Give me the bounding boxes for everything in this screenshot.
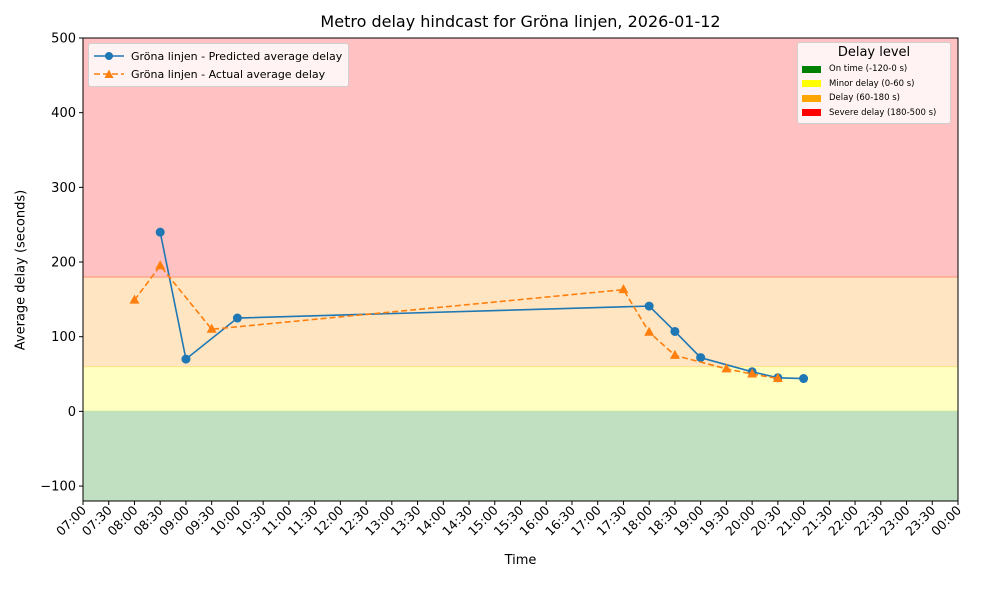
band-0 [83,411,958,501]
predicted-point-icon [181,354,191,364]
legend-item-severe-delay: Severe delay (180-500 s) [802,106,946,121]
actual-point-icon [772,373,783,383]
y-tick-label: 500 [51,32,76,47]
legend-item-actual: Gröna linjen - Actual average delay [93,65,342,83]
legend-item-predicted: Gröna linjen - Predicted average delay [93,47,342,65]
actual-point-icon [155,260,166,270]
predicted-point-icon [696,353,706,363]
delay-swatch-icon [802,94,821,102]
legend-label-severe-delay: Severe delay (180-500 s) [829,107,937,118]
y-tick-label: 100 [51,330,76,345]
predicted-point-icon [644,301,654,311]
x-tick-label: 00:00 [928,502,964,538]
actual-point-icon [206,323,217,333]
on-time-swatch-icon [802,65,821,73]
predicted-point-icon [155,227,165,237]
y-tick-label: 0 [68,405,76,420]
series-legend: Gröna linjen - Predicted average delay G… [88,43,350,87]
legend-label-predicted: Gröna linjen - Predicted average delay [131,49,343,63]
legend-item-minor-delay: Minor delay (0-60 s) [802,77,946,92]
band-2 [83,276,958,367]
x-axis-label: Time [504,553,537,568]
actual-line-icon [94,69,124,78]
severe-delay-swatch-icon [802,109,821,117]
actual-point-icon [129,294,140,304]
y-tick-label: 200 [51,256,76,271]
legend-item-on-time: On time (-120-0 s) [802,62,946,77]
predicted-point-icon [670,326,680,336]
legend-label-minor-delay: Minor delay (0-60 s) [829,78,915,89]
y-tick-label: 300 [51,181,76,196]
y-tick-label: −100 [40,480,76,495]
delay-level-legend: Delay level On time (-120-0 s) Minor del… [797,42,951,124]
actual-point-icon [747,368,758,378]
actual-point-icon [669,349,680,359]
legend-label-actual: Gröna linjen - Actual average delay [131,67,326,81]
predicted-point-icon [799,374,809,384]
actual-point-icon [644,326,655,336]
actual-point-icon [618,284,629,294]
band-1 [83,366,958,412]
actual-point-icon [721,363,732,373]
chart-title: Metro delay hindcast for Gröna linjen, 2… [320,12,721,31]
predicted-line-icon [94,52,124,60]
predicted-point-icon [232,313,242,323]
legend-item-delay: Delay (60-180 s) [802,91,946,106]
y-tick-label: 400 [51,106,76,121]
legend-label-on-time: On time (-120-0 s) [829,64,908,75]
minor-delay-swatch-icon [802,80,821,88]
delay-level-legend-title: Delay level [837,45,911,60]
legend-label-delay: Delay (60-180 s) [829,93,900,104]
